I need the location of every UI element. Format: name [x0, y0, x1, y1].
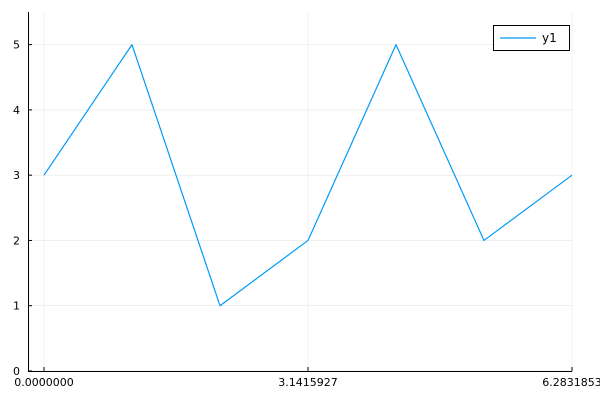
series-line-y1 — [43, 44, 573, 307]
x-tick-label: 3.1415927 — [278, 376, 338, 389]
axes — [28, 12, 572, 372]
y-tick-label: 3 — [13, 169, 20, 182]
x-ticks: 0.0000000 3.1415927 6.2831853 — [14, 367, 600, 389]
y-ticks: 0 1 2 3 4 5 — [13, 39, 32, 378]
y-tick-label: 2 — [13, 234, 20, 247]
legend-label-y1: y1 — [542, 31, 557, 45]
legend: y1 — [493, 25, 570, 51]
y-tick-label: 1 — [13, 300, 20, 313]
y-tick-label: 5 — [13, 39, 20, 52]
x-tick-label: 6.2831853 — [542, 376, 600, 389]
x-tick-label: 0.0000000 — [14, 376, 74, 389]
grid — [28, 12, 573, 372]
y-tick-label: 0 — [13, 365, 20, 378]
y-tick-label: 4 — [13, 104, 20, 117]
series-layer — [43, 44, 573, 307]
